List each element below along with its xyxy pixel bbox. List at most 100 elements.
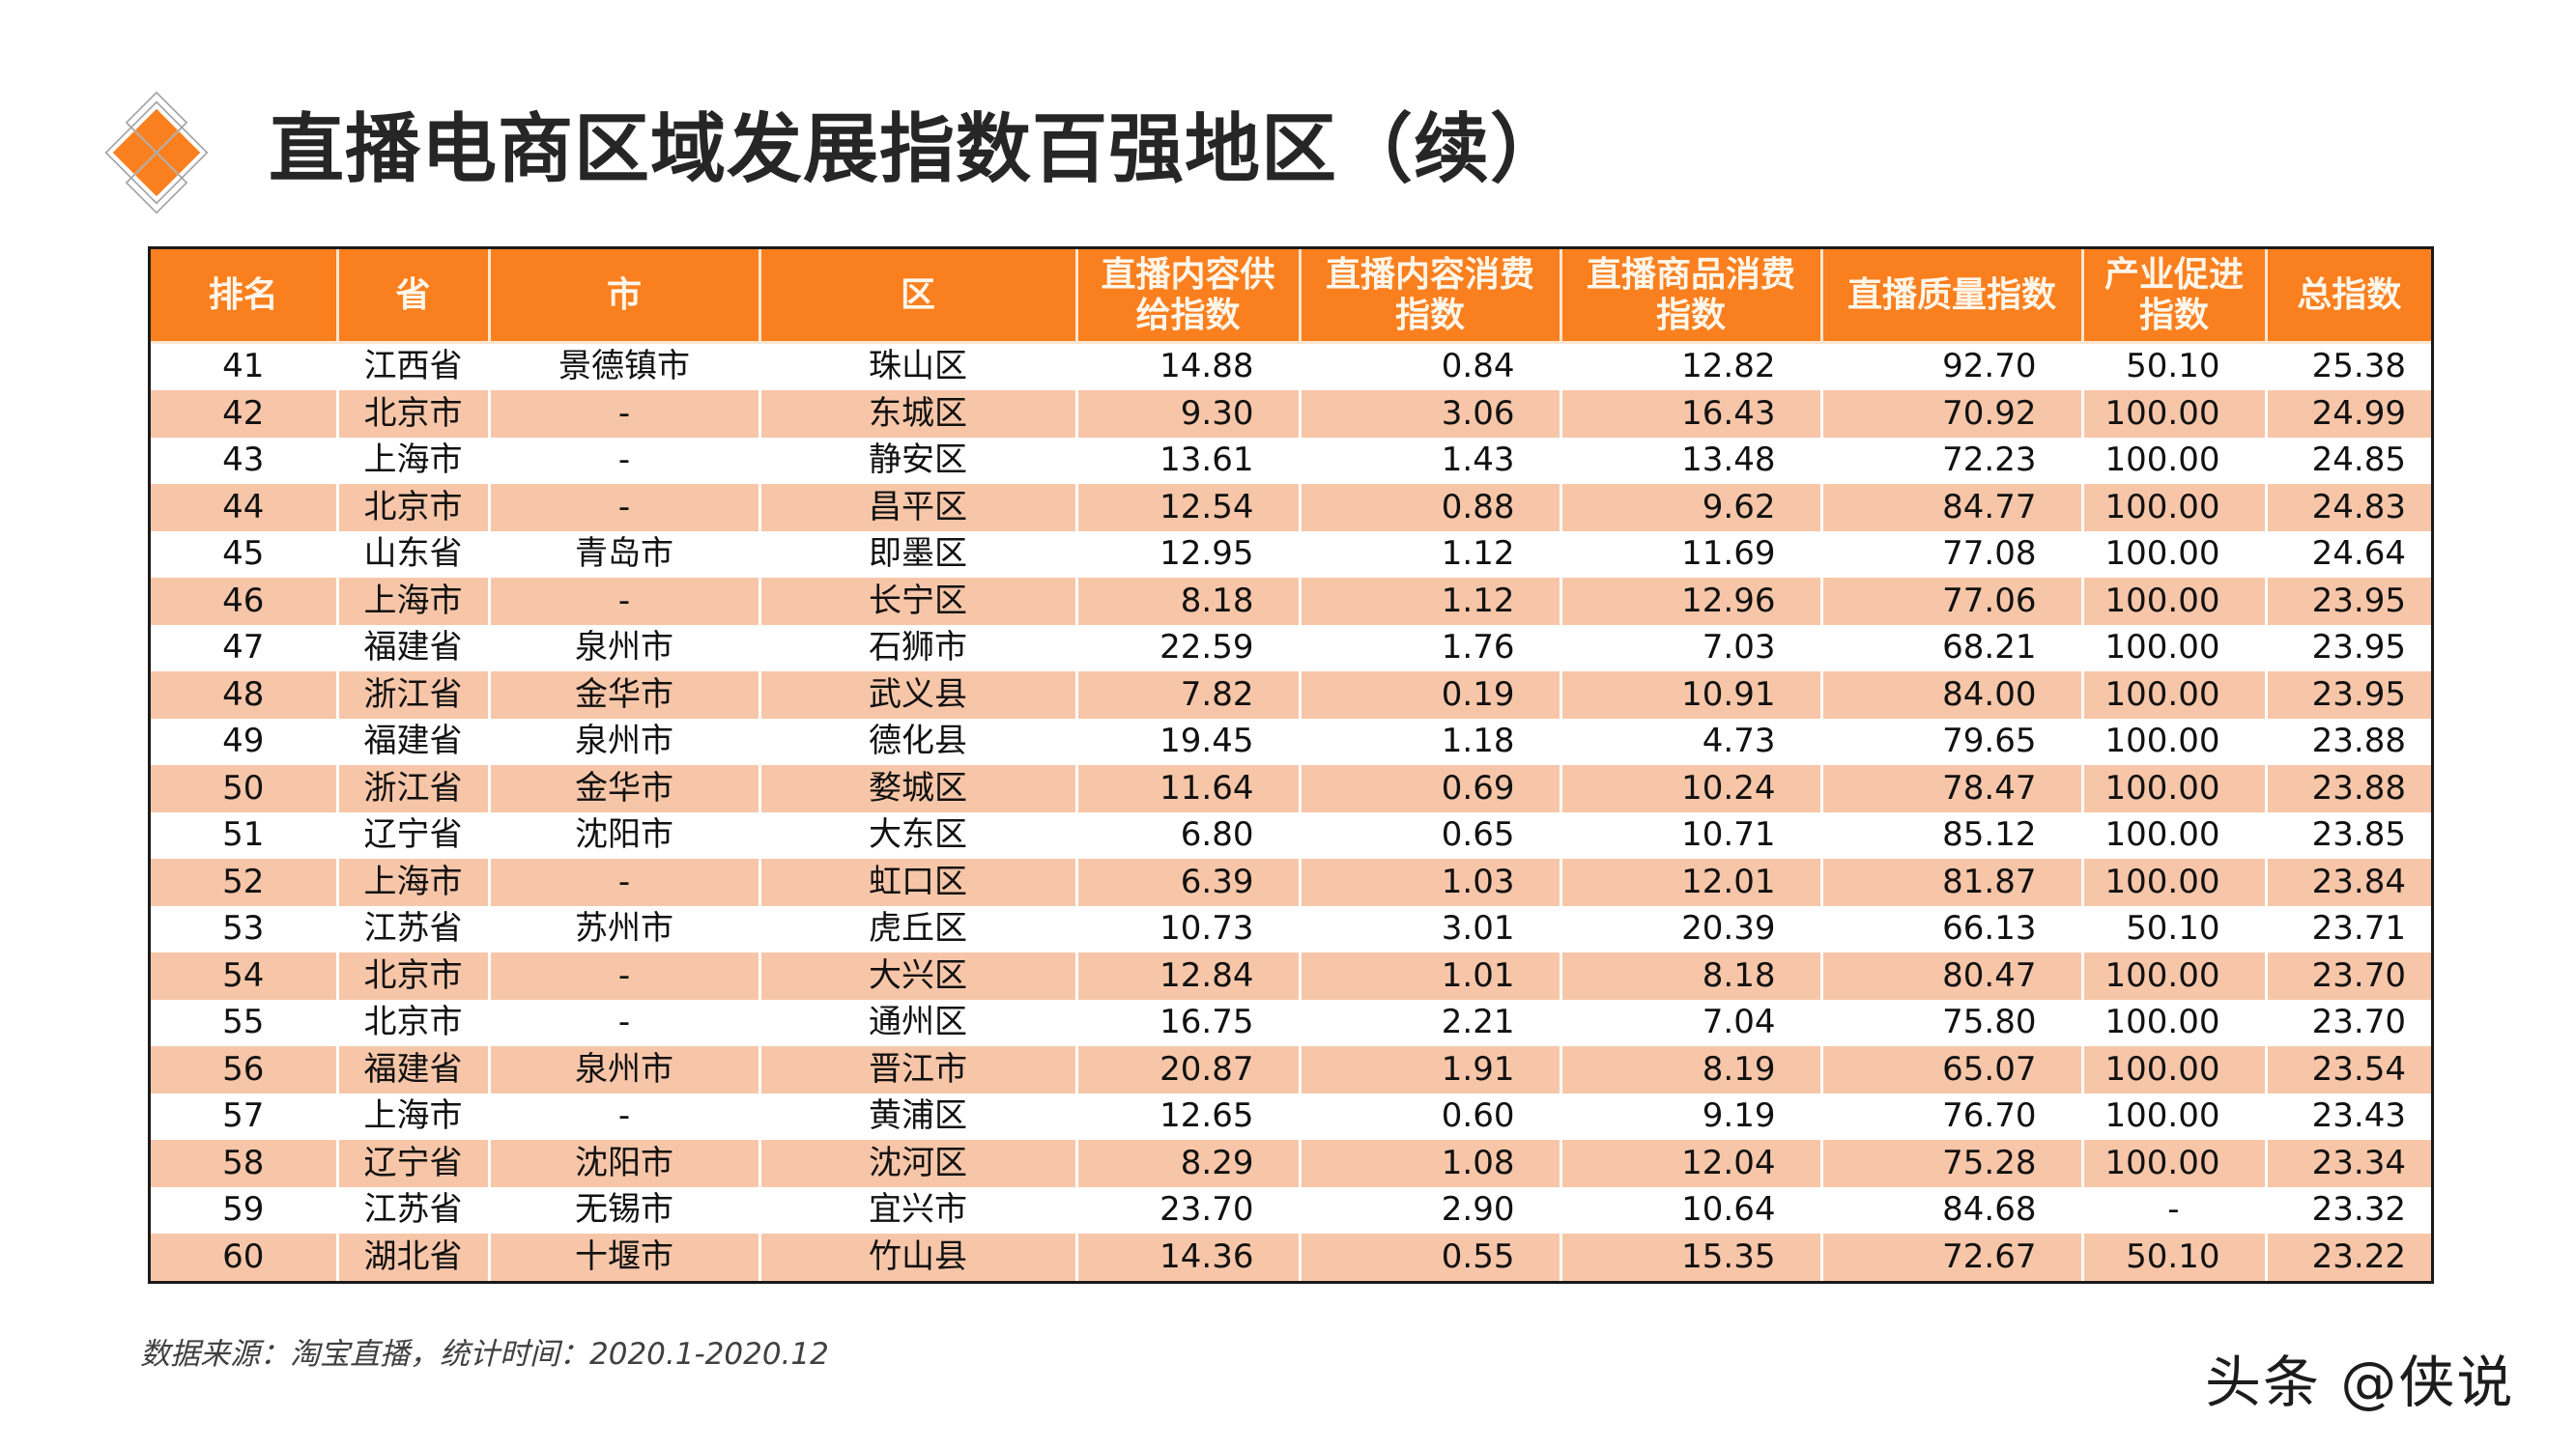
table-cell: 石狮市	[759, 624, 1078, 671]
table-cell: 15.35	[1560, 1234, 1823, 1281]
table-cell: -	[489, 999, 761, 1046]
column-header-line: 指数	[1394, 295, 1465, 335]
table-cell: 昌平区	[759, 484, 1078, 531]
table-cell: 福建省	[337, 1046, 491, 1094]
table-cell: 8.29	[1076, 1140, 1302, 1187]
table-cell: 即墨区	[759, 530, 1078, 578]
table-cell: 54	[151, 952, 339, 1000]
table-cell: 婺城区	[759, 765, 1078, 812]
column-header-line: 直播商品消费	[1586, 254, 1795, 295]
table-cell: 100.00	[2082, 1093, 2268, 1140]
table-cell: 23.22	[2266, 1234, 2431, 1281]
table-cell: 84.68	[1821, 1186, 2084, 1234]
table-cell: 北京市	[337, 999, 491, 1046]
table-cell: 0.55	[1300, 1234, 1562, 1281]
table-cell: 0.84	[1300, 342, 1562, 390]
table-cell: 1.03	[1300, 859, 1562, 906]
table-row: 59 江苏省 无锡市 宜兴市 23.70 2.90 10.64 84.68- 23.32	[151, 1186, 2431, 1234]
table-cell: 24.99	[2266, 390, 2431, 438]
table-cell: 东城区	[759, 390, 1078, 438]
table-cell: 66.13	[1821, 905, 2084, 952]
table-cell: 8.19	[1560, 1046, 1823, 1094]
table-row: 52 上海市 - 虹口区 6.39 1.03 12.01 81.87 100.00 23.84	[151, 859, 2431, 906]
watermark: 头条 @侠说	[2205, 1350, 2515, 1415]
table-cell: 金华市	[489, 671, 761, 719]
table-cell: 77.08	[1821, 530, 2084, 578]
table-cell: 辽宁省	[337, 811, 491, 859]
table-cell: 23.95	[2266, 578, 2431, 625]
table-cell: 100.00	[2082, 484, 2268, 531]
table-cell: 23.70	[2311, 1003, 2406, 1042]
table-cell: 23.54	[2266, 1046, 2431, 1094]
table-cell: 金华市	[489, 765, 761, 812]
table-cell: 无锡市	[489, 1186, 761, 1234]
table-cell: 84.77	[1821, 484, 2084, 531]
table-cell: 通州区	[759, 999, 1078, 1046]
table-cell: 77.06	[1821, 578, 2084, 625]
table-cell: 青岛市	[489, 530, 761, 578]
table-cell: 42	[151, 390, 339, 438]
table-cell: 100.00	[2082, 999, 2268, 1046]
table-cell: 25.38	[2311, 347, 2406, 386]
table-cell: 43	[151, 437, 339, 484]
table-cell: 57	[151, 1093, 339, 1140]
table-row: 42 北京市 - 东城区 9.30 3.06 16.43 70.92 100.00 24.99	[151, 390, 2431, 438]
table-cell: 23.71	[2311, 909, 2406, 949]
table-cell: 100.00	[2082, 1046, 2268, 1094]
table-cell: 江苏省	[337, 1186, 491, 1234]
column-header: 产业促进 指数	[2082, 249, 2268, 344]
table-cell: 24.64	[2311, 534, 2406, 574]
table-cell: 0.88	[1300, 484, 1562, 531]
table-cell: 23.95	[2266, 671, 2431, 719]
table-cell: -	[489, 484, 761, 531]
table-cell: 上海市	[337, 859, 491, 906]
column-header: 直播内容消费 指数	[1300, 249, 1562, 344]
table-cell: -	[489, 859, 761, 906]
table-cell: 6.39	[1076, 859, 1302, 906]
table-cell: 100.00	[2082, 530, 2268, 578]
column-header: 直播内容供 给指数	[1076, 249, 1302, 344]
table-cell: 14.36	[1076, 1234, 1302, 1281]
table-cell: 75.80	[1821, 999, 2084, 1046]
table-cell: 100.00	[2082, 578, 2268, 625]
table-cell: 宜兴市	[759, 1186, 1078, 1234]
table-cell: 13.61	[1076, 437, 1302, 484]
table-cell: 19.45	[1076, 718, 1302, 765]
table-row: 57 上海市 - 黄浦区 12.65 0.60 9.19 76.70 100.00 23.43	[151, 1093, 2431, 1140]
table-cell: 81.87	[1821, 859, 2084, 906]
table-cell: 78.47	[1821, 765, 2084, 812]
table-cell: 68.21	[1821, 624, 2084, 671]
table-cell: 0.60	[1300, 1093, 1562, 1140]
table-cell: 10.73	[1076, 905, 1302, 952]
table-row: 48 浙江省 金华市 武义县 7.82 0.19 10.91 84.00 100.00 23.95	[151, 671, 2431, 719]
table-cell: 22.59	[1076, 624, 1302, 671]
table-row: 56 福建省 泉州市 晋江市 20.87 1.91 8.19 65.07 100.00 23.54	[151, 1046, 2431, 1094]
table-cell: 12.95	[1076, 530, 1302, 578]
table-cell: 23.84	[2266, 859, 2431, 906]
table-cell: -	[489, 437, 761, 484]
table-cell: 虎丘区	[759, 905, 1078, 952]
table-cell: 50.10	[2082, 1234, 2268, 1281]
data-source-note: 数据来源：淘宝直播，统计时间：2020.1-2020.12	[140, 1337, 829, 1372]
table-cell: 12.82	[1560, 342, 1823, 390]
table-cell: 北京市	[337, 952, 491, 1000]
column-header: 区	[759, 249, 1078, 344]
table-cell: 珠山区	[759, 342, 1078, 390]
column-header-line: 市	[606, 274, 642, 315]
table-cell: 晋江市	[759, 1046, 1078, 1094]
table-cell: 12.96	[1560, 578, 1823, 625]
table-cell: 福建省	[337, 718, 491, 765]
table-cell: 23.88	[2266, 765, 2431, 812]
table-cell: 6.80	[1076, 811, 1302, 859]
column-header-line: 直播质量指数	[1846, 274, 2056, 315]
table-cell: 1.43	[1300, 437, 1562, 484]
column-header-line: 指数	[1655, 295, 1726, 335]
table-cell: 竹山县	[759, 1234, 1078, 1281]
table-cell: 76.70	[1821, 1093, 2084, 1140]
table-cell: 福建省	[337, 624, 491, 671]
table-row: 41 江西省 景德镇市 珠山区 14.88 0.84 12.82 92.70 50.10 25.3…	[151, 342, 2431, 390]
table-cell: 黄浦区	[759, 1093, 1078, 1140]
table-cell: 沈河区	[759, 1140, 1078, 1187]
table-cell: 23.34	[2266, 1140, 2431, 1187]
table-cell: 10.24	[1560, 765, 1823, 812]
